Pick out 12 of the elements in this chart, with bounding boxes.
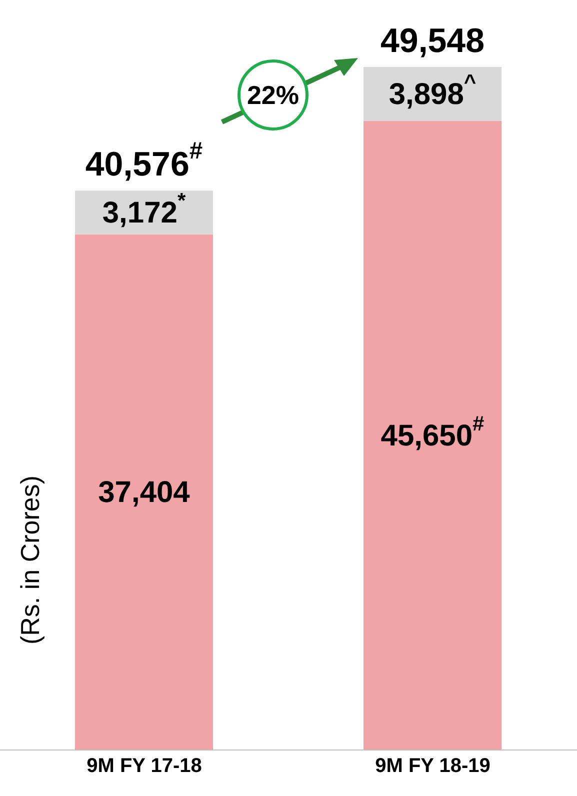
x-tick-label: 9M FY 17-18 (86, 755, 202, 778)
y-axis-title: (Rs. in Crores) (15, 475, 45, 645)
total-label: 40,576$^{#}$ (85, 138, 203, 184)
annotation: 22% (246, 80, 300, 110)
data-label: 3,898$^{^}$ (388, 70, 476, 110)
data-label: 37,404 (98, 476, 190, 509)
total-label: 49,548 (380, 22, 484, 60)
x-tick-label: 9M FY 18-19 (375, 755, 490, 778)
bar (75, 234, 213, 750)
data-label: 3,172$^{*}$ (102, 190, 186, 230)
bar (364, 120, 502, 750)
data-label: 45,650$^{#}$ (380, 412, 485, 452)
